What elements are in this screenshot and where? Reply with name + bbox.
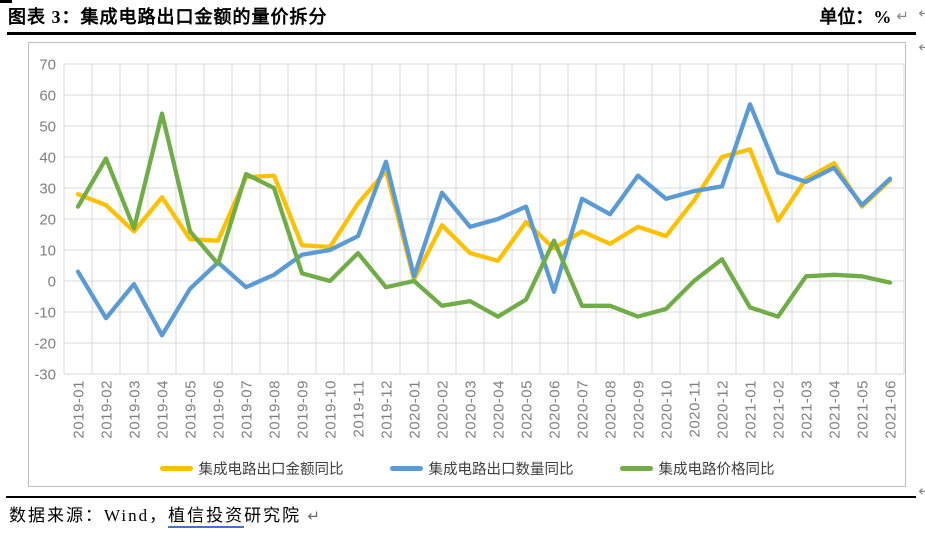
svg-text:30: 30 bbox=[39, 181, 56, 198]
x-axis-labels: 2019-01 2019-02 2019-03 2019-04 2019-05 2019-… bbox=[71, 380, 900, 439]
svg-text:2020-03: 2020-03 bbox=[463, 380, 480, 439]
series-line-2 bbox=[75, 111, 893, 319]
svg-text:2020-09: 2020-09 bbox=[631, 380, 648, 439]
svg-text:2019-05: 2019-05 bbox=[183, 380, 200, 439]
svg-text:50: 50 bbox=[39, 119, 56, 136]
svg-text:2020-08: 2020-08 bbox=[603, 380, 620, 439]
svg-text:2019-08: 2019-08 bbox=[267, 380, 284, 439]
paragraph-return-icon-edge-3: ↵ bbox=[918, 482, 925, 500]
svg-text:2019-07: 2019-07 bbox=[239, 380, 256, 439]
legend-line-swatch bbox=[159, 466, 193, 471]
series-line-1 bbox=[75, 102, 893, 338]
svg-text:70: 70 bbox=[39, 57, 56, 74]
svg-text:2019-03: 2019-03 bbox=[127, 380, 144, 439]
legend-line-swatch bbox=[619, 466, 653, 471]
svg-text:60: 60 bbox=[39, 88, 56, 105]
svg-text:2020-01: 2020-01 bbox=[407, 380, 424, 439]
svg-text:2019-04: 2019-04 bbox=[155, 380, 172, 439]
data-source-link[interactable]: 植信投资 bbox=[168, 506, 245, 528]
legend-label: 集成电路出口数量同比 bbox=[428, 462, 574, 478]
paragraph-return-icon-edge-1: ↵ bbox=[918, 4, 925, 22]
svg-text:2019-09: 2019-09 bbox=[295, 380, 312, 439]
unit-label: 单位：% bbox=[819, 7, 892, 27]
svg-text:-10: -10 bbox=[34, 305, 56, 322]
data-source-line: 数据来源：Wind，植信投资研究院 ↵ bbox=[9, 501, 322, 528]
svg-text:20: 20 bbox=[39, 212, 56, 229]
svg-text:2019-01: 2019-01 bbox=[71, 380, 88, 439]
legend-item-2: 集成电路价格同比 bbox=[619, 458, 775, 479]
svg-text:2019-06: 2019-06 bbox=[211, 380, 228, 439]
footer-divider bbox=[6, 496, 916, 498]
svg-text:2021-05: 2021-05 bbox=[855, 380, 872, 439]
svg-text:2020-11: 2020-11 bbox=[687, 380, 704, 437]
chart-legend: 集成电路出口金额同比 集成电路出口数量同比 集成电路价格同比 bbox=[29, 458, 905, 479]
svg-text:2019-02: 2019-02 bbox=[99, 380, 116, 439]
legend-item-0: 集成电路出口金额同比 bbox=[159, 458, 344, 479]
chart-caption: 图表 3：集成电路出口金额的量价拆分 bbox=[8, 7, 328, 27]
unit-wrap: 单位：% ↵ bbox=[819, 3, 909, 29]
svg-text:2020-06: 2020-06 bbox=[547, 380, 564, 439]
svg-text:2020-12: 2020-12 bbox=[715, 380, 732, 439]
svg-text:2020-10: 2020-10 bbox=[659, 380, 676, 439]
svg-text:0: 0 bbox=[48, 274, 56, 291]
series-line-0 bbox=[75, 147, 893, 282]
svg-text:2019-11: 2019-11 bbox=[351, 380, 368, 437]
svg-text:2021-01: 2021-01 bbox=[743, 380, 760, 439]
table-border-tick bbox=[0, 0, 12, 3]
svg-text:2020-05: 2020-05 bbox=[519, 380, 536, 439]
svg-text:40: 40 bbox=[39, 150, 56, 167]
legend-label: 集成电路价格同比 bbox=[658, 462, 775, 478]
svg-text:2021-03: 2021-03 bbox=[799, 380, 816, 439]
paragraph-return-icon-footer: ↵ bbox=[307, 507, 322, 525]
y-axis-labels: 70 60 50 40 30 20 10 0 -10 -20 -30 bbox=[34, 57, 56, 384]
svg-text:2020-04: 2020-04 bbox=[491, 380, 508, 439]
svg-text:2020-07: 2020-07 bbox=[575, 380, 592, 439]
legend-item-1: 集成电路出口数量同比 bbox=[389, 458, 574, 479]
paragraph-return-icon-edge-2: ↵ bbox=[918, 38, 925, 56]
svg-text:2020-02: 2020-02 bbox=[435, 380, 452, 439]
data-source-suffix: 研究院 bbox=[244, 506, 302, 525]
svg-text:2021-02: 2021-02 bbox=[771, 380, 788, 439]
svg-text:-20: -20 bbox=[34, 336, 56, 353]
svg-text:2019-10: 2019-10 bbox=[323, 380, 340, 439]
svg-text:10: 10 bbox=[39, 243, 56, 260]
svg-text:2021-04: 2021-04 bbox=[827, 380, 844, 439]
svg-text:-30: -30 bbox=[34, 367, 56, 384]
legend-label: 集成电路出口金额同比 bbox=[198, 462, 344, 478]
data-source-prefix: 数据来源：Wind， bbox=[9, 506, 169, 525]
legend-line-swatch bbox=[389, 466, 423, 471]
embedded-line-chart[interactable]: 70 60 50 40 30 20 10 0 -10 -20 -30 2019-01 2019-02 20… bbox=[28, 42, 906, 487]
paragraph-return-icon: ↵ bbox=[896, 7, 909, 25]
svg-text:2021-06: 2021-06 bbox=[883, 380, 900, 439]
caption-underline bbox=[7, 32, 916, 35]
svg-text:2019-12: 2019-12 bbox=[379, 380, 396, 439]
